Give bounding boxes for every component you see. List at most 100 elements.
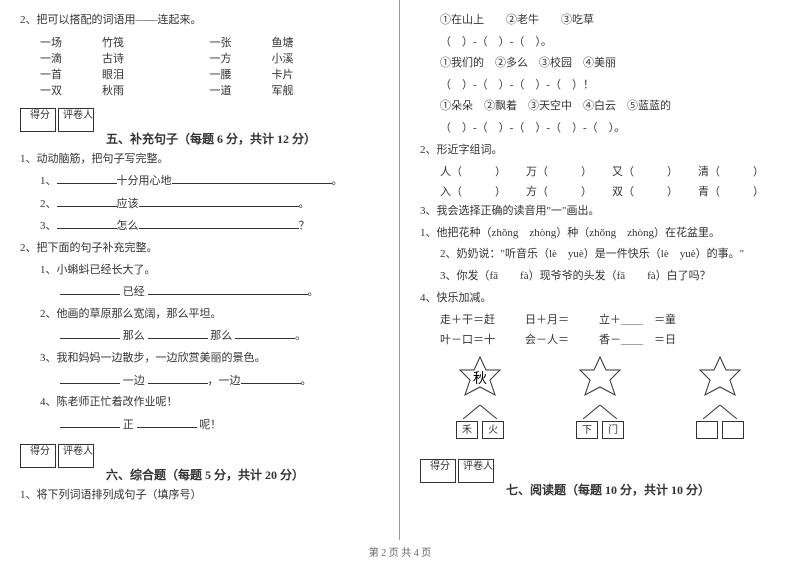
star-group bbox=[695, 355, 745, 439]
star-icon bbox=[695, 355, 745, 405]
math-row: 走＋干＝赶 日＋月＝ 立＋＿＿ ＝童 bbox=[420, 311, 780, 327]
char-item: 入（ ） bbox=[440, 183, 506, 199]
star-row: 秋 禾火 下门 bbox=[420, 355, 780, 439]
char-box: 下 bbox=[576, 421, 598, 439]
star-icon: 秋 bbox=[455, 355, 505, 405]
q5-2-3: 3、我和妈妈一边散步，一边欣赏美丽的景色。 bbox=[20, 350, 379, 368]
grader-label: 评卷人 bbox=[60, 106, 96, 121]
qmark: ？ bbox=[299, 220, 310, 232]
q5-2-4: 4、陈老师正忙着改作业呢！ bbox=[20, 394, 379, 412]
fill-line: 一边 ，一边。 bbox=[20, 372, 379, 391]
math-item: 叶－口＝十 bbox=[440, 331, 495, 347]
score-box: 得分 评卷人 七、阅读题（每题 10 分，共计 10 分） bbox=[420, 459, 780, 498]
q6-1: 1、将下列词语排列成句子（填序号） bbox=[20, 487, 379, 505]
math-item: 日＋月＝ bbox=[525, 311, 569, 327]
match-item: 一腰 bbox=[210, 66, 232, 82]
q3-3: 3、你发（fā fà）现爷爷的头发（fā fà）白了吗？ bbox=[420, 268, 780, 286]
split-lines bbox=[695, 405, 745, 419]
match-item: 鱼塘 bbox=[272, 34, 294, 50]
blank bbox=[148, 327, 208, 339]
star-group: 秋 禾火 bbox=[455, 355, 505, 439]
grader-label: 评卷人 bbox=[60, 442, 96, 457]
blank bbox=[241, 372, 301, 384]
page: 2、把可以搭配的词语用——连起来。 一场竹筏 一滴古诗 一首眼泪 一双秋雨 一张… bbox=[0, 0, 800, 540]
star-group: 下门 bbox=[575, 355, 625, 439]
text: 正 bbox=[123, 419, 134, 431]
char-item: 万（ ） bbox=[526, 163, 592, 179]
split-lines bbox=[575, 405, 625, 419]
match-item: 秋雨 bbox=[102, 82, 124, 98]
char-item: 又（ ） bbox=[612, 163, 678, 179]
score-label: 得分 bbox=[422, 457, 458, 472]
blank bbox=[137, 416, 197, 428]
star-icon bbox=[575, 355, 625, 405]
text: 那么 bbox=[210, 330, 232, 342]
section-7-title: 七、阅读题（每题 10 分，共计 10 分） bbox=[506, 481, 710, 498]
score-box: 得分 评卷人 六、综合题（每题 5 分，共计 20 分） bbox=[20, 444, 379, 483]
right-column: ①在山上 ②老牛 ③吃草 （ ）-（ ）-（ ）。 ①我们的 ②多么 ③校园 ④… bbox=[400, 0, 800, 540]
fill-line: 已经 。 bbox=[20, 283, 379, 302]
blank bbox=[148, 372, 208, 384]
match-row: 一场竹筏 一滴古诗 一首眼泪 一双秋雨 一张鱼塘 一方小溪 一腰卡片 一道军舰 bbox=[20, 34, 379, 98]
char-box: 禾 bbox=[456, 421, 478, 439]
q4-right: 4、快乐加减。 bbox=[420, 290, 780, 308]
order-items: ①我们的 ②多么 ③校园 ④美丽 bbox=[420, 55, 780, 73]
q3-1: 1、他把花种（zhǒng zhòng）种（zhǒng zhòng）在花盆里。 bbox=[420, 225, 780, 243]
math-item: 香－＿＿ ＝日 bbox=[599, 331, 676, 347]
fill-line: 那么 那么 。 bbox=[20, 327, 379, 346]
order-blank: （ ）-（ ）-（ ）-（ ）-（ ）。 bbox=[420, 120, 780, 138]
svg-text:秋: 秋 bbox=[473, 371, 487, 387]
blank bbox=[60, 327, 120, 339]
split-lines bbox=[455, 405, 505, 419]
blank bbox=[57, 195, 117, 207]
page-footer: 第 2 页 共 4 页 bbox=[0, 544, 800, 559]
match-item: 一首 bbox=[40, 66, 62, 82]
q3-right: 3、我会选择正确的读音用"一"画出。 bbox=[420, 203, 780, 221]
match-item: 一方 bbox=[210, 50, 232, 66]
q5-2-2: 2、他画的草原那么宽阔，那么平坦。 bbox=[20, 306, 379, 324]
num: 1、 bbox=[40, 175, 57, 187]
section-6-title: 六、综合题（每题 5 分，共计 20 分） bbox=[106, 466, 304, 483]
fill-line: 2、应该。 bbox=[20, 195, 379, 214]
text: ，一边 bbox=[208, 375, 241, 387]
order-blank: （ ）-（ ）-（ ）。 bbox=[420, 34, 780, 52]
score-box: 得分 评卷人 五、补充句子（每题 6 分，共计 12 分） bbox=[20, 108, 379, 147]
match-item: 一场 bbox=[40, 34, 62, 50]
char-box: 火 bbox=[482, 421, 504, 439]
char-row: 入（ ） 方（ ） 双（ ） 青（ ） bbox=[420, 183, 780, 199]
char-box: 门 bbox=[602, 421, 624, 439]
blank bbox=[148, 283, 308, 295]
blank bbox=[60, 416, 120, 428]
char-item: 双（ ） bbox=[612, 183, 678, 199]
text: 一边 bbox=[123, 375, 145, 387]
match-item: 一张 bbox=[210, 34, 232, 50]
left-column: 2、把可以搭配的词语用——连起来。 一场竹筏 一滴古诗 一首眼泪 一双秋雨 一张… bbox=[0, 0, 400, 540]
q5-1: 1、动动脑筋，把句子写完整。 bbox=[20, 151, 379, 169]
q2-right: 2、形近字组词。 bbox=[420, 142, 780, 160]
math-row: 叶－口＝十 会－人＝ 香－＿＿ ＝日 bbox=[420, 331, 780, 347]
blank bbox=[57, 172, 117, 184]
match-item: 卡片 bbox=[272, 66, 294, 82]
text: 十分用心地 bbox=[117, 175, 172, 187]
match-item: 古诗 bbox=[102, 50, 124, 66]
char-item: 人（ ） bbox=[440, 163, 506, 179]
blank bbox=[60, 283, 120, 295]
fill-line: 正 呢！ bbox=[20, 416, 379, 435]
fill-line: 1、十分用心地。 bbox=[20, 172, 379, 191]
match-item: 军舰 bbox=[272, 82, 294, 98]
order-items: ①在山上 ②老牛 ③吃草 bbox=[420, 12, 780, 30]
char-item: 清（ ） bbox=[698, 163, 764, 179]
q3-2: 2、奶奶说："听音乐（lè yuè）是一件快乐（lè yuè）的事。" bbox=[420, 246, 780, 264]
char-row: 人（ ） 万（ ） 又（ ） 清（ ） bbox=[420, 163, 780, 179]
order-items: ①朵朵 ②飘着 ③天空中 ④白云 ⑤蓝蓝的 bbox=[420, 98, 780, 116]
blank bbox=[139, 217, 299, 229]
math-item: 立＋＿＿ ＝童 bbox=[599, 311, 676, 327]
section-5-title: 五、补充句子（每题 6 分，共计 12 分） bbox=[106, 130, 316, 147]
num: 2、 bbox=[40, 198, 57, 210]
math-item: 会－人＝ bbox=[525, 331, 569, 347]
q2-title: 2、把可以搭配的词语用——连起来。 bbox=[20, 12, 379, 30]
match-item: 一滴 bbox=[40, 50, 62, 66]
text: 那么 bbox=[123, 330, 145, 342]
match-item: 小溪 bbox=[272, 50, 294, 66]
fill-line: 3、怎么？ bbox=[20, 217, 379, 236]
